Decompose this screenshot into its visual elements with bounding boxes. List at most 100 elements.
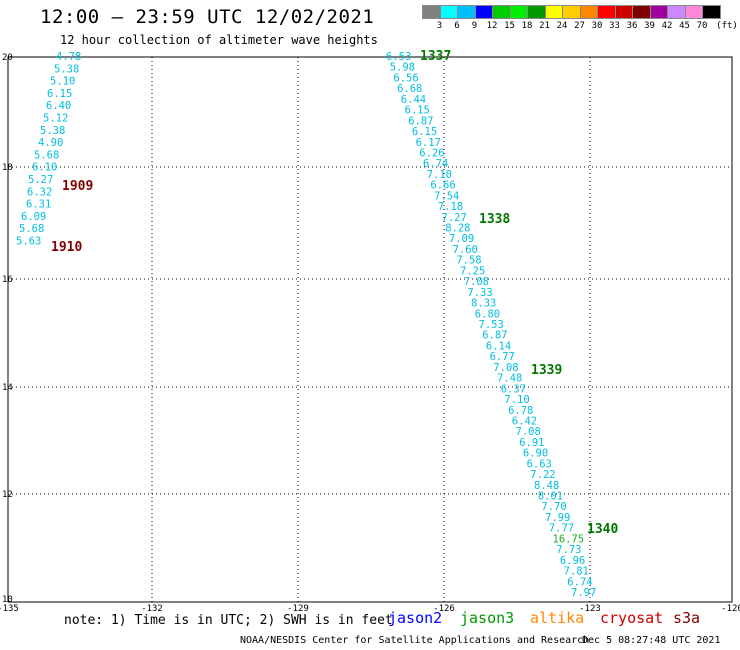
wave-height-value: 7.97: [571, 587, 596, 599]
y-tick-label: 16: [2, 275, 13, 285]
wave-height-value: 6.80: [475, 308, 500, 320]
scale-label: 30: [591, 21, 603, 31]
mission-altika: altika: [530, 609, 585, 627]
wave-height-value: 16.75: [553, 533, 585, 545]
wave-height-value: 6.78: [508, 405, 533, 417]
map-title: 12:00 – 23:59 UTC 12/02/2021: [40, 6, 375, 28]
wave-height-value: 6.31: [26, 199, 51, 211]
wave-height-value: 7.22: [530, 469, 555, 481]
axis-note: note: 1) Time is in UTC; 2) SWH is in fe…: [64, 613, 393, 628]
wave-height-value: 7.10: [427, 169, 452, 181]
y-tick-label: 12: [2, 490, 13, 500]
wave-height-value: 5.38: [40, 125, 65, 137]
x-tick-label: -120: [721, 604, 740, 614]
wave-height-value: 6.90: [523, 448, 548, 460]
wave-height-value: 6.42: [512, 415, 537, 427]
scale-label: 70: [696, 21, 708, 31]
x-tick-label: -123: [579, 604, 601, 614]
mission-jason3: jason3: [460, 609, 515, 627]
wave-height-value: 6.66: [430, 180, 455, 192]
footer-timestamp: Dec 5 08:27:48 UTC 2021: [582, 635, 721, 646]
pass-label: 1910: [51, 240, 82, 255]
wave-height-value: 5.10: [50, 76, 75, 88]
wave-height-value: 6.91: [519, 437, 544, 449]
wave-height-value: 7.27: [442, 212, 467, 224]
scale-label: 9: [471, 21, 478, 31]
wave-height-value: 6.32: [27, 186, 52, 198]
wave-height-value: 6.96: [560, 555, 585, 567]
wave-height-value: 7.77: [549, 523, 574, 535]
wave-height-value: 5.38: [54, 63, 79, 75]
wave-height-value: 6.74: [567, 576, 592, 588]
wave-height-value: 7.25: [460, 265, 485, 277]
wave-height-value: 6.15: [405, 105, 430, 117]
wave-height-value: 7.08: [493, 362, 518, 374]
wave-height-value: 5.63: [16, 236, 41, 248]
scale-label: 33: [609, 21, 620, 31]
pass-label: 1340: [587, 522, 618, 537]
x-tick-label: -132: [141, 604, 163, 614]
scale-label: 12: [486, 21, 498, 31]
scale-label: 3: [436, 21, 443, 31]
map-frame: [7, 56, 733, 603]
wave-height-value: 6.44: [401, 94, 426, 106]
y-tick-label: 14: [2, 383, 13, 393]
wave-height-value: 5.27: [28, 174, 53, 186]
scale-label: 6: [454, 21, 460, 31]
wave-height-value: 6.40: [46, 100, 71, 112]
wave-height-value: 7.08: [516, 426, 541, 438]
wave-height-value: 6.10: [32, 162, 57, 174]
wave-height-value: 6.15: [47, 88, 72, 100]
pass-label: 1337: [420, 49, 451, 64]
map-subtitle: 12 hour collection of altimeter wave hei…: [60, 33, 378, 47]
mission-jason2: jason2: [388, 609, 443, 627]
wave-height-value: 7.58: [456, 255, 481, 267]
wave-height-value: 7.73: [556, 544, 581, 556]
scale-label: 24: [556, 21, 568, 31]
y-tick-label: 20: [2, 53, 13, 63]
scale-label: 42: [661, 21, 673, 31]
y-tick-label: 18: [2, 163, 13, 173]
wave-height-value: 6.63: [527, 458, 552, 470]
wave-height-value: 6.14: [486, 340, 511, 352]
pass-label: 1338: [479, 212, 510, 227]
wave-height-value: 6.09: [21, 211, 46, 223]
wave-height-value: 6.87: [408, 115, 433, 127]
wave-height-value: 7.60: [453, 244, 478, 256]
y-tick-label: 10: [2, 595, 13, 605]
wave-height-value: 8.33: [471, 298, 496, 310]
wave-height-value: 4.78: [56, 51, 81, 63]
wave-height-value: 7.48: [497, 373, 522, 385]
wave-height-value: 5.68: [34, 149, 59, 161]
wave-height-value: 7.81: [564, 566, 589, 578]
wave-height-value: 7.99: [545, 512, 570, 524]
wave-height-value: 8.48: [534, 480, 559, 492]
wave-height-value: 6.74: [423, 158, 448, 170]
wave-height-value: 6.87: [482, 330, 507, 342]
wave-height-value: 7.70: [541, 501, 566, 513]
scale-label: 21: [539, 21, 550, 31]
wave-height-value: 6.17: [416, 137, 441, 149]
mission-cryosat: cryosat: [600, 609, 664, 627]
wave-height-value: 5.12: [43, 113, 68, 125]
wave-height-value: 7.54: [434, 190, 459, 202]
wave-height-value: 7.53: [479, 319, 504, 331]
wave-height-value: 6.68: [397, 83, 422, 95]
x-tick-label: -129: [287, 604, 309, 614]
wave-height-value: 4.90: [38, 137, 63, 149]
footer-credit: NOAA/NESDIS Center for Satellite Applica…: [240, 635, 590, 646]
scale-label: 15: [504, 21, 515, 31]
wave-height-value: 7.09: [449, 233, 474, 245]
x-tick-label: -135: [0, 604, 19, 614]
scale-label: 27: [574, 21, 585, 31]
scale-label: 36: [626, 21, 638, 31]
scale-unit: (ft): [716, 21, 738, 31]
wave-height-value: 6.15: [412, 126, 437, 138]
wave-height-value: 6.53: [386, 51, 411, 63]
pass-label: 1909: [62, 179, 93, 194]
wave-height-value: 7.10: [504, 394, 529, 406]
wave-height-value: 8.01: [538, 491, 563, 503]
wave-height-value: 6.77: [490, 351, 515, 363]
wave-height-value: 7.33: [467, 287, 492, 299]
